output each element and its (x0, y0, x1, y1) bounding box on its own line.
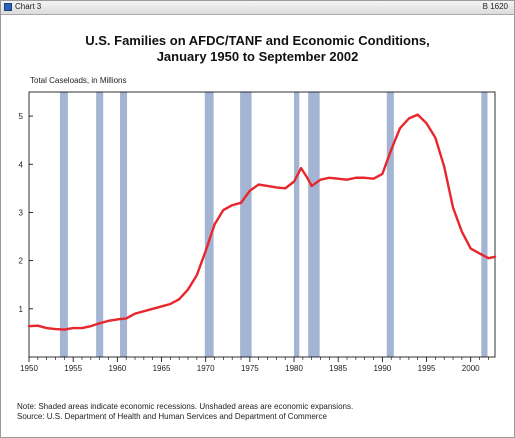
x-tick-label-6: 1980 (285, 364, 303, 373)
recession-band-3 (204, 92, 214, 357)
recession-band-8 (481, 92, 488, 357)
chart-title: U.S. Families on AFDC/TANF and Economic … (85, 33, 430, 48)
series-layer (27, 113, 497, 331)
x-tick-label-10: 2000 (462, 364, 480, 373)
recession-band-4 (240, 92, 252, 357)
x-tick-label-4: 1970 (197, 364, 215, 373)
recession-band-2 (119, 92, 128, 357)
recession-band-0 (59, 92, 68, 357)
x-tick-label-8: 1990 (373, 364, 391, 373)
x-tick-label-1: 1955 (64, 364, 82, 373)
window-code: B 1620 (482, 2, 508, 11)
footnote-source: Source: U.S. Department of Health and Hu… (17, 412, 327, 421)
x-tick-label-0: 1950 (20, 364, 38, 373)
y-tick-label-2: 3 (19, 208, 24, 217)
x-tick-label-9: 1995 (418, 364, 436, 373)
chart-subtitle: January 1950 to September 2002 (156, 49, 359, 64)
x-tick-label-5: 1975 (241, 364, 259, 373)
y-tick-label-1: 2 (19, 257, 24, 266)
y-tick-label-4: 5 (19, 112, 24, 121)
y-tick-label-0: 1 (19, 305, 24, 314)
recession-band-6 (308, 92, 320, 357)
window-title-bar[interactable]: Chart 3 B 1620 (1, 1, 514, 15)
y-axis-label: Total Caseloads, in Millions (30, 76, 127, 85)
window-title: Chart 3 (4, 2, 41, 11)
x-tick-label-3: 1965 (153, 364, 171, 373)
recession-band-7 (386, 92, 394, 357)
series-line-0 (27, 113, 497, 331)
x-tick-label-7: 1985 (329, 364, 347, 373)
recession-band-1 (96, 92, 104, 357)
recession-band-5 (294, 92, 300, 357)
footnote-note: Note: Shaded areas indicate economic rec… (17, 402, 354, 411)
window-icon (4, 2, 12, 11)
axes: 1 2 3 4 5 1950 1955 1960 1965 1970 1975 1980 1985 199… (19, 91, 496, 373)
y-tick-label-3: 4 (19, 160, 24, 169)
x-tick-label-2: 1960 (108, 364, 126, 373)
window-title-text: Chart 3 (15, 2, 42, 11)
recession-bands (59, 92, 488, 357)
plot-frame (28, 91, 496, 358)
